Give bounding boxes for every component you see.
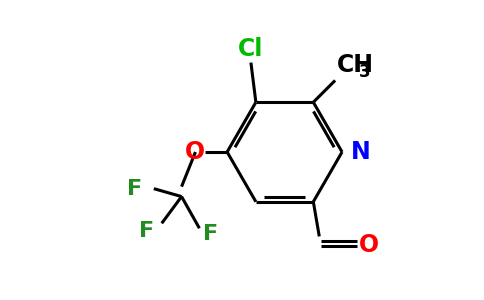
Text: F: F xyxy=(139,221,154,241)
Text: CH: CH xyxy=(337,53,374,77)
Text: N: N xyxy=(351,140,371,164)
Text: Cl: Cl xyxy=(238,37,264,61)
Text: F: F xyxy=(127,178,142,199)
Text: O: O xyxy=(359,233,379,257)
Text: 3: 3 xyxy=(359,63,371,81)
Text: O: O xyxy=(185,140,206,164)
Text: F: F xyxy=(203,224,218,244)
